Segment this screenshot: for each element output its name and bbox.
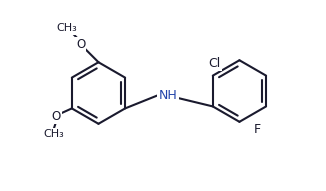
Text: F: F bbox=[254, 123, 261, 136]
Text: CH₃: CH₃ bbox=[56, 23, 77, 33]
Text: CH₃: CH₃ bbox=[44, 129, 64, 139]
Text: O: O bbox=[76, 38, 85, 51]
Text: O: O bbox=[51, 110, 61, 123]
Text: Cl: Cl bbox=[209, 57, 221, 70]
Text: NH: NH bbox=[158, 90, 177, 103]
